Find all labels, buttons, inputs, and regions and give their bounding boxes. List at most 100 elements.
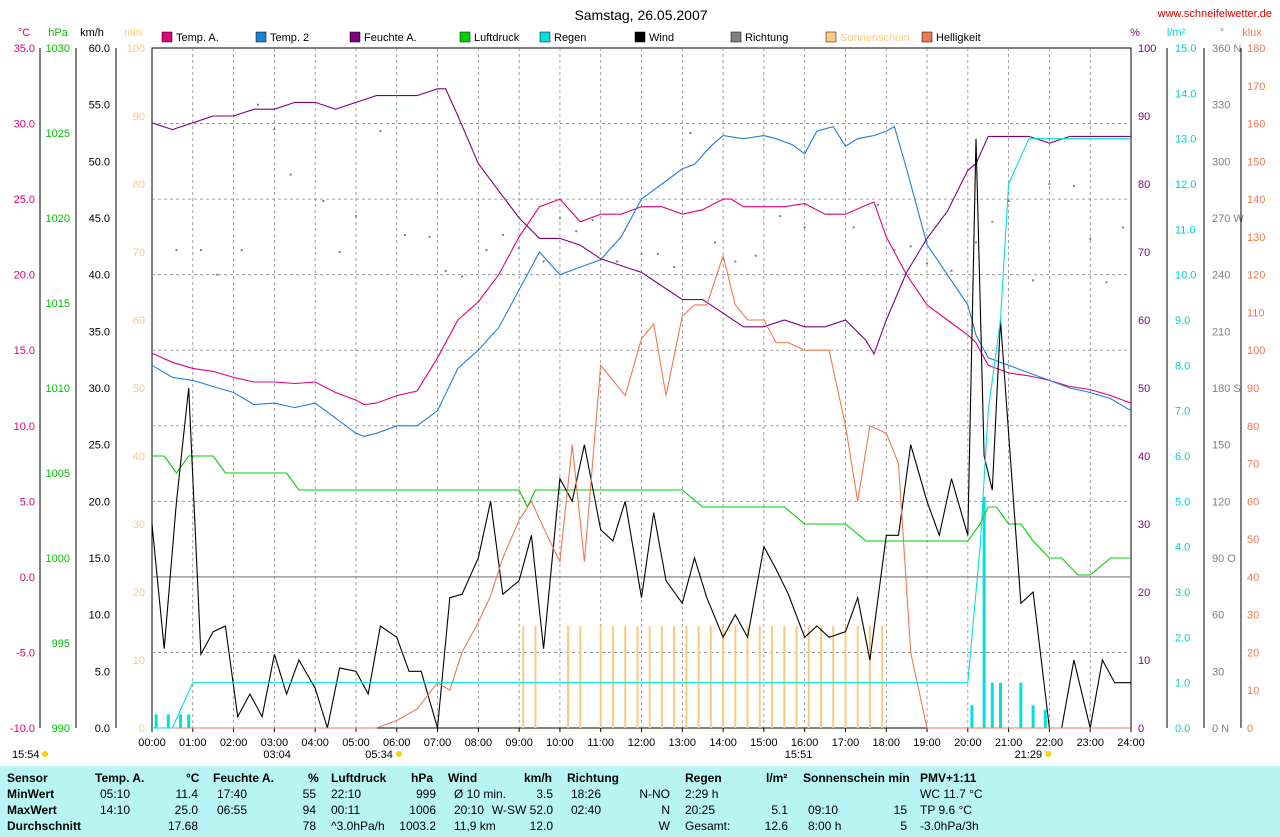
direction-point: [216, 273, 219, 276]
x-tick-label: 09:00: [505, 737, 533, 749]
y-tick-label: 2.0: [1175, 632, 1190, 644]
direction-point: [461, 275, 464, 278]
y-tick-label: 180 S: [1212, 383, 1241, 395]
y-tick-label: 5.0: [1175, 496, 1190, 508]
legend-swatch: [730, 31, 742, 43]
y-tick-label: 130: [1247, 232, 1265, 244]
direction-value: W: [658, 819, 670, 833]
direction-point: [199, 249, 202, 252]
site-watermark[interactable]: www.schneifelwetter.de: [1157, 8, 1272, 20]
series-line-regen: [152, 138, 1131, 729]
y-tick-label: 100: [1247, 345, 1265, 357]
direction-point: [1121, 226, 1124, 229]
y-tick-label: 15.0: [14, 345, 35, 357]
y-tick-label: 30: [133, 519, 145, 531]
direction-point: [779, 215, 782, 218]
y-tick-label: 90: [1138, 111, 1150, 123]
x-tick-label: 10:00: [546, 737, 574, 749]
y-tick-label: 40: [1138, 451, 1150, 463]
direction-point: [257, 103, 260, 106]
x-tick-label: 05:00: [342, 737, 370, 749]
direction-point: [1048, 183, 1051, 185]
y-tick-label: 0: [139, 723, 145, 735]
x-tick-label: 04:00: [301, 737, 329, 749]
humidity-value: 78: [302, 819, 316, 833]
y-tick-label: 300: [1212, 156, 1230, 168]
direction-point: [828, 213, 831, 216]
pressure-time: 00:11: [331, 803, 361, 817]
y-tick-label: 9.0: [1175, 315, 1190, 327]
stats-header: %: [308, 771, 319, 785]
y-tick-label: 0.0: [95, 723, 110, 735]
axis-unit-label: %: [1130, 27, 1140, 39]
y-tick-label: 25.0: [89, 440, 110, 452]
y-tick-label: 0.0: [20, 572, 35, 584]
chart-title: Samstag, 26.05.2007: [574, 7, 707, 23]
y-tick-label: 60: [1138, 315, 1150, 327]
chart-points: [175, 103, 1124, 284]
y-tick-label: 35.0: [14, 43, 35, 55]
sunrise-time-icon: [396, 751, 403, 757]
left-time-icon: [42, 751, 48, 757]
direction-point: [273, 128, 276, 131]
direction-point: [1032, 279, 1035, 282]
y-tick-label: 20.0: [89, 496, 110, 508]
y-tick-label: 8.0: [1175, 360, 1190, 372]
y-tick-label: 110: [1247, 307, 1265, 319]
y-tick-label: 80: [133, 179, 145, 191]
y-tick-label: 10: [1247, 685, 1259, 697]
x-tick-label: 06:00: [383, 737, 411, 749]
x-tick-label: 11:00: [587, 737, 614, 749]
y-tick-label: 120: [1212, 496, 1230, 508]
y-tick-label: 270 W: [1212, 213, 1244, 225]
y-tick-label: 100: [127, 43, 145, 55]
x-tick-label: 23:00: [1076, 737, 1104, 749]
direction-point: [974, 241, 977, 244]
x-tick-label: 12:00: [628, 737, 656, 749]
legend-label: Feuchte A.: [364, 32, 417, 44]
stats-header: Regen: [685, 771, 722, 785]
y-tick-label: 80: [1138, 179, 1150, 191]
chart-lines: [151, 88, 1132, 729]
y-tick-label: 7.0: [1175, 406, 1190, 418]
statistics-table: Sensor Temp. A. °C Feuchte A.% Luftdruck hPa W…: [0, 766, 1280, 837]
y-tick-label: 140: [1247, 194, 1265, 206]
pressure-value: 999: [415, 787, 436, 801]
series-line-luftdruck: [152, 455, 1131, 576]
x-tick-label: 17:00: [832, 737, 860, 749]
y-tick-label: 20: [1138, 587, 1150, 599]
y-tick-label: 10: [1138, 655, 1150, 667]
y-tick-label: 1005: [46, 468, 70, 480]
stats-header: Richtung: [567, 771, 619, 785]
y-tick-label: 0.0: [1175, 723, 1190, 735]
legend-label: Helligkeit: [936, 32, 981, 44]
y-tick-label: 70: [1247, 459, 1259, 471]
direction-point: [338, 251, 341, 253]
stats-header: km/h: [524, 771, 553, 785]
y-tick-label: 995: [52, 638, 70, 650]
wind-desc: Ø 10 min.: [454, 787, 507, 801]
stats-header: l/m²: [766, 771, 788, 785]
direction-point: [991, 220, 994, 223]
y-tick-label: 3.0: [1175, 587, 1190, 599]
y-tick-label: 0: [1138, 723, 1144, 735]
pmv-value: -3.0hPa/3h: [920, 819, 979, 833]
y-tick-label: 1020: [46, 213, 70, 225]
moon-time-b: 15:51: [785, 749, 813, 761]
y-tick-label: 70: [1138, 247, 1150, 259]
stats-header: Feuchte A.: [213, 771, 274, 785]
pmv-value: TP 9.6 °C: [920, 803, 972, 817]
sunrise-time: 05:34: [365, 749, 393, 761]
legend-swatch: [255, 31, 267, 43]
y-tick-label: 50.0: [89, 156, 110, 168]
direction-point: [640, 252, 643, 255]
direction-point: [734, 260, 737, 263]
y-tick-label: 10.0: [14, 421, 35, 433]
stats-header: Wind: [448, 771, 478, 785]
temp-time: 14:10: [100, 803, 131, 817]
y-tick-label: 330: [1212, 100, 1230, 112]
y-tick-label: 13.0: [1175, 134, 1196, 146]
y-tick-label: 990: [52, 723, 70, 735]
y-tick-label: 60.0: [89, 43, 110, 55]
left-time: 15:54: [12, 749, 40, 761]
